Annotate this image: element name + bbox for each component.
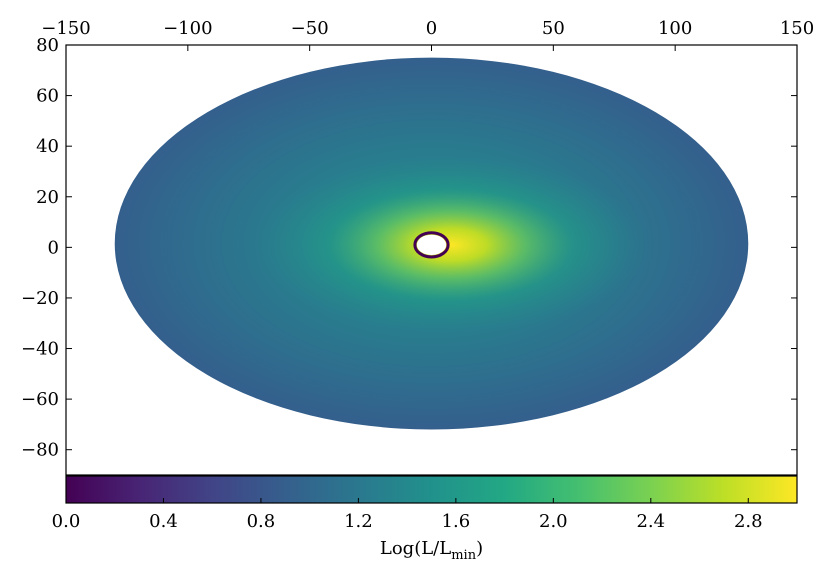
x-tick-label: −150 (41, 18, 90, 39)
x-tick-label: 150 (780, 18, 814, 39)
colorbar-tick-label: 1.6 (442, 511, 471, 532)
y-tick-label: 60 (36, 86, 59, 107)
x-tick-label: 0 (426, 18, 437, 39)
y-tick-label: −40 (21, 339, 59, 360)
luminosity-map (114, 57, 749, 430)
y-tick-label: −80 (21, 440, 59, 461)
x-axis-ticks: −150 −100 −50 0 50 100 150 (41, 18, 814, 51)
x-tick-label: −100 (163, 18, 212, 39)
colorbar-label: Log(L/Lmin) (380, 538, 483, 563)
x-tick-label: 100 (658, 18, 692, 39)
y-tick-label: 40 (36, 136, 59, 157)
colorbar-tick-label: 2.0 (539, 511, 568, 532)
colorbar-tick-label: 2.8 (734, 511, 763, 532)
y-tick-label: −60 (21, 389, 59, 410)
colorbar: 0.0 0.4 0.8 1.2 1.6 2.0 2.4 2.8 Log(L/Lmin) (52, 475, 798, 563)
y-tick-label: 20 (36, 187, 59, 208)
x-tick-label: 50 (542, 18, 565, 39)
colorbar-tick-label: 0.8 (247, 511, 276, 532)
hole (416, 234, 447, 255)
y-axis-ticks: 80 60 40 20 0 −20 −40 −60 −80 (21, 35, 797, 461)
colorbar-bar (65, 475, 798, 504)
x-tick-label: −50 (291, 18, 329, 39)
colorbar-tick-label: 2.4 (636, 511, 665, 532)
y-tick-label: 0 (48, 237, 59, 258)
colorbar-tick-label: 0.0 (52, 511, 81, 532)
y-tick-label: 80 (36, 35, 59, 56)
colorbar-tick-label: 0.4 (149, 511, 178, 532)
hole-edge (413, 231, 450, 259)
map-glow (254, 155, 648, 335)
y-tick-label: −20 (21, 288, 59, 309)
colorbar-tick-label: 1.2 (344, 511, 373, 532)
